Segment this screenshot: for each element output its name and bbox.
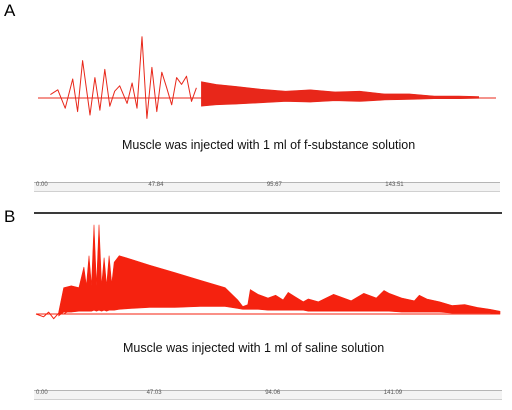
x-tick-label: 0.00 [36, 390, 48, 396]
trace-panel-b [34, 212, 502, 392]
x-tick-label: 94.06 [265, 390, 281, 396]
emg-trace-b [35, 224, 501, 320]
panel-label-b: B [4, 207, 16, 226]
emg-trace-a [38, 36, 496, 119]
panel-label-a: A [4, 1, 16, 20]
x-tick-label: 95.67 [266, 182, 282, 188]
x-axis-a: 0.00 47.84 95.67 143.51 [34, 182, 500, 192]
x-tick-label: 143.51 [385, 182, 404, 188]
burst-envelope-area [201, 81, 479, 107]
spike-trace-line [35, 308, 72, 320]
x-tick-label: 141.09 [383, 390, 403, 396]
x-tick-label: 47.03 [146, 390, 162, 396]
x-axis-b: 0.00 47.03 94.06 141.09 [34, 390, 502, 400]
burst-envelope-area [58, 224, 501, 317]
spike-trace-line [50, 36, 197, 119]
x-tick-label: 0.00 [36, 182, 48, 188]
annotation-a: Muscle was injected with 1 ml of f-subst… [122, 138, 416, 152]
annotation-b: Muscle was injected with 1 ml of saline … [123, 341, 385, 355]
x-tick-label: 47.84 [148, 182, 164, 188]
trace-panel-a [34, 12, 500, 182]
